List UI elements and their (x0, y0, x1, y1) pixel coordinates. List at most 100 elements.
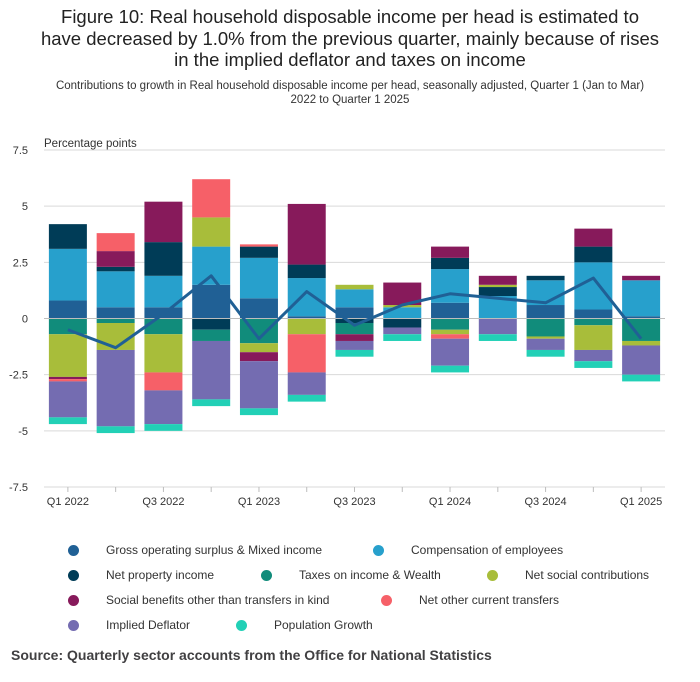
bar-segment (478, 318, 517, 335)
bar-segment (239, 352, 278, 362)
bar-segment (192, 329, 231, 341)
bar-segment (622, 316, 661, 319)
bar-segment (622, 340, 661, 346)
bar-segment (144, 424, 183, 431)
legend-item: Gross operating surplus & Mixed income (68, 543, 322, 557)
bar-segment (48, 379, 87, 382)
bar-segment (478, 275, 517, 285)
bar-segment (144, 318, 183, 335)
x-axis-ticks: Q1 2022 Q3 2022 Q1 2023 Q3 2023 Q1 2024 Q3 20… (47, 487, 662, 508)
bar-segment (431, 302, 470, 319)
bar-segment (239, 246, 278, 258)
bar-segment (526, 275, 565, 281)
legend-swatch (68, 544, 79, 556)
bar-segment (144, 201, 183, 243)
bar-segment (431, 338, 470, 366)
bar-segment (239, 244, 278, 247)
bar-segment (335, 318, 374, 323)
legend-item: Net property income (68, 568, 214, 582)
bar-segment (287, 394, 326, 402)
total-series-line (67, 274, 643, 350)
stacked-bars (48, 179, 661, 434)
bar-segment (48, 318, 87, 335)
title-line: in the implied deflator and taxes on inc… (174, 49, 526, 70)
bar-segment (48, 381, 87, 418)
bar-segment (574, 318, 613, 326)
source-note: Source: Quarterly sector accounts from t… (11, 647, 492, 663)
bar-segment (144, 390, 183, 425)
bar-segment (526, 349, 565, 357)
chart-title: Figure 10: Real household disposable inc… (0, 6, 700, 71)
legend-item: Net social contributions (487, 568, 649, 582)
bar-segment (287, 334, 326, 373)
legend-label: Net property income (106, 568, 215, 582)
bar-segment (144, 372, 183, 391)
legend-label: Implied Deflator (106, 618, 191, 632)
bar-segment (526, 305, 565, 319)
bar-segment (48, 248, 87, 301)
y-tick-label: 0 (22, 314, 28, 326)
title-line: have decreased by 1.0% from the previous… (40, 27, 660, 49)
bar-segment (287, 316, 326, 319)
bar-segment (478, 284, 517, 288)
bar-segment (383, 334, 422, 341)
y-tick-label: 7.5 (13, 145, 28, 157)
bar-segment (239, 408, 278, 416)
bar-segment (335, 289, 374, 308)
legend-item: Net other current transfers (381, 593, 559, 607)
bar-segment (48, 376, 87, 380)
bar-segment (526, 336, 565, 339)
y-tick-label: 2.5 (13, 257, 28, 269)
legend-swatch (68, 619, 79, 631)
legend-swatch (236, 619, 247, 631)
x-tick-label: Q1 2023 (238, 496, 280, 508)
legend-item: Social benefits other than transfers in … (68, 593, 329, 607)
bar-segment (574, 361, 613, 368)
legend-item: Taxes on income & Wealth (261, 568, 441, 582)
y-axis-label: Percentage points (44, 138, 137, 150)
bar-segment (287, 278, 326, 317)
bar-segment (239, 298, 278, 319)
title-line: Figure 10: Real household disposable inc… (61, 6, 639, 27)
bar-segment (96, 233, 135, 252)
bar-segment (478, 287, 517, 297)
subtitle-line: 2022 to Quarter 1 2025 (290, 94, 410, 106)
x-tick-label: Q1 2022 (47, 496, 89, 508)
legend-item: Compensation of employees (373, 543, 563, 557)
legend-label: Net other current transfers (419, 593, 560, 607)
legend-swatch (68, 594, 79, 606)
legend-label: Compensation of employees (411, 543, 564, 557)
bar-segment (335, 284, 374, 290)
bar-segment (96, 307, 135, 319)
bar-segment (574, 349, 613, 362)
bar-segment (622, 374, 661, 382)
bar-segment (478, 334, 517, 341)
bar-segment (239, 257, 278, 299)
bar-segment (622, 318, 661, 341)
bar-segment (431, 318, 470, 330)
legend-swatch (373, 544, 384, 556)
bar-segment (431, 257, 470, 270)
bar-segment (574, 309, 613, 319)
y-tick-label: -7.5 (9, 482, 28, 494)
bar-segment (192, 179, 231, 218)
bar-segment (192, 217, 231, 247)
bar-segment (622, 280, 661, 317)
bar-segment (192, 318, 231, 330)
bar-segment (192, 284, 231, 319)
bar-segment (287, 318, 326, 335)
legend-item: Implied Deflator (68, 618, 190, 632)
bar-segment (96, 251, 135, 267)
chart-plot: Percentage points 7.5 5 2.5 0 -2.5 -5 -7.5 Q1 … (9, 138, 665, 508)
legend-label: Social benefits other than transfers in … (106, 593, 330, 607)
bar-segment (96, 349, 135, 427)
bar-segment (622, 345, 661, 375)
bar-segment (335, 349, 374, 357)
bar-segment (48, 224, 87, 249)
bar-segment (96, 318, 135, 323)
bar-segment (431, 329, 470, 335)
legend-swatch (487, 569, 498, 581)
bar-segment (526, 338, 565, 350)
bar-segment (383, 318, 422, 328)
bar-segment (383, 307, 422, 319)
